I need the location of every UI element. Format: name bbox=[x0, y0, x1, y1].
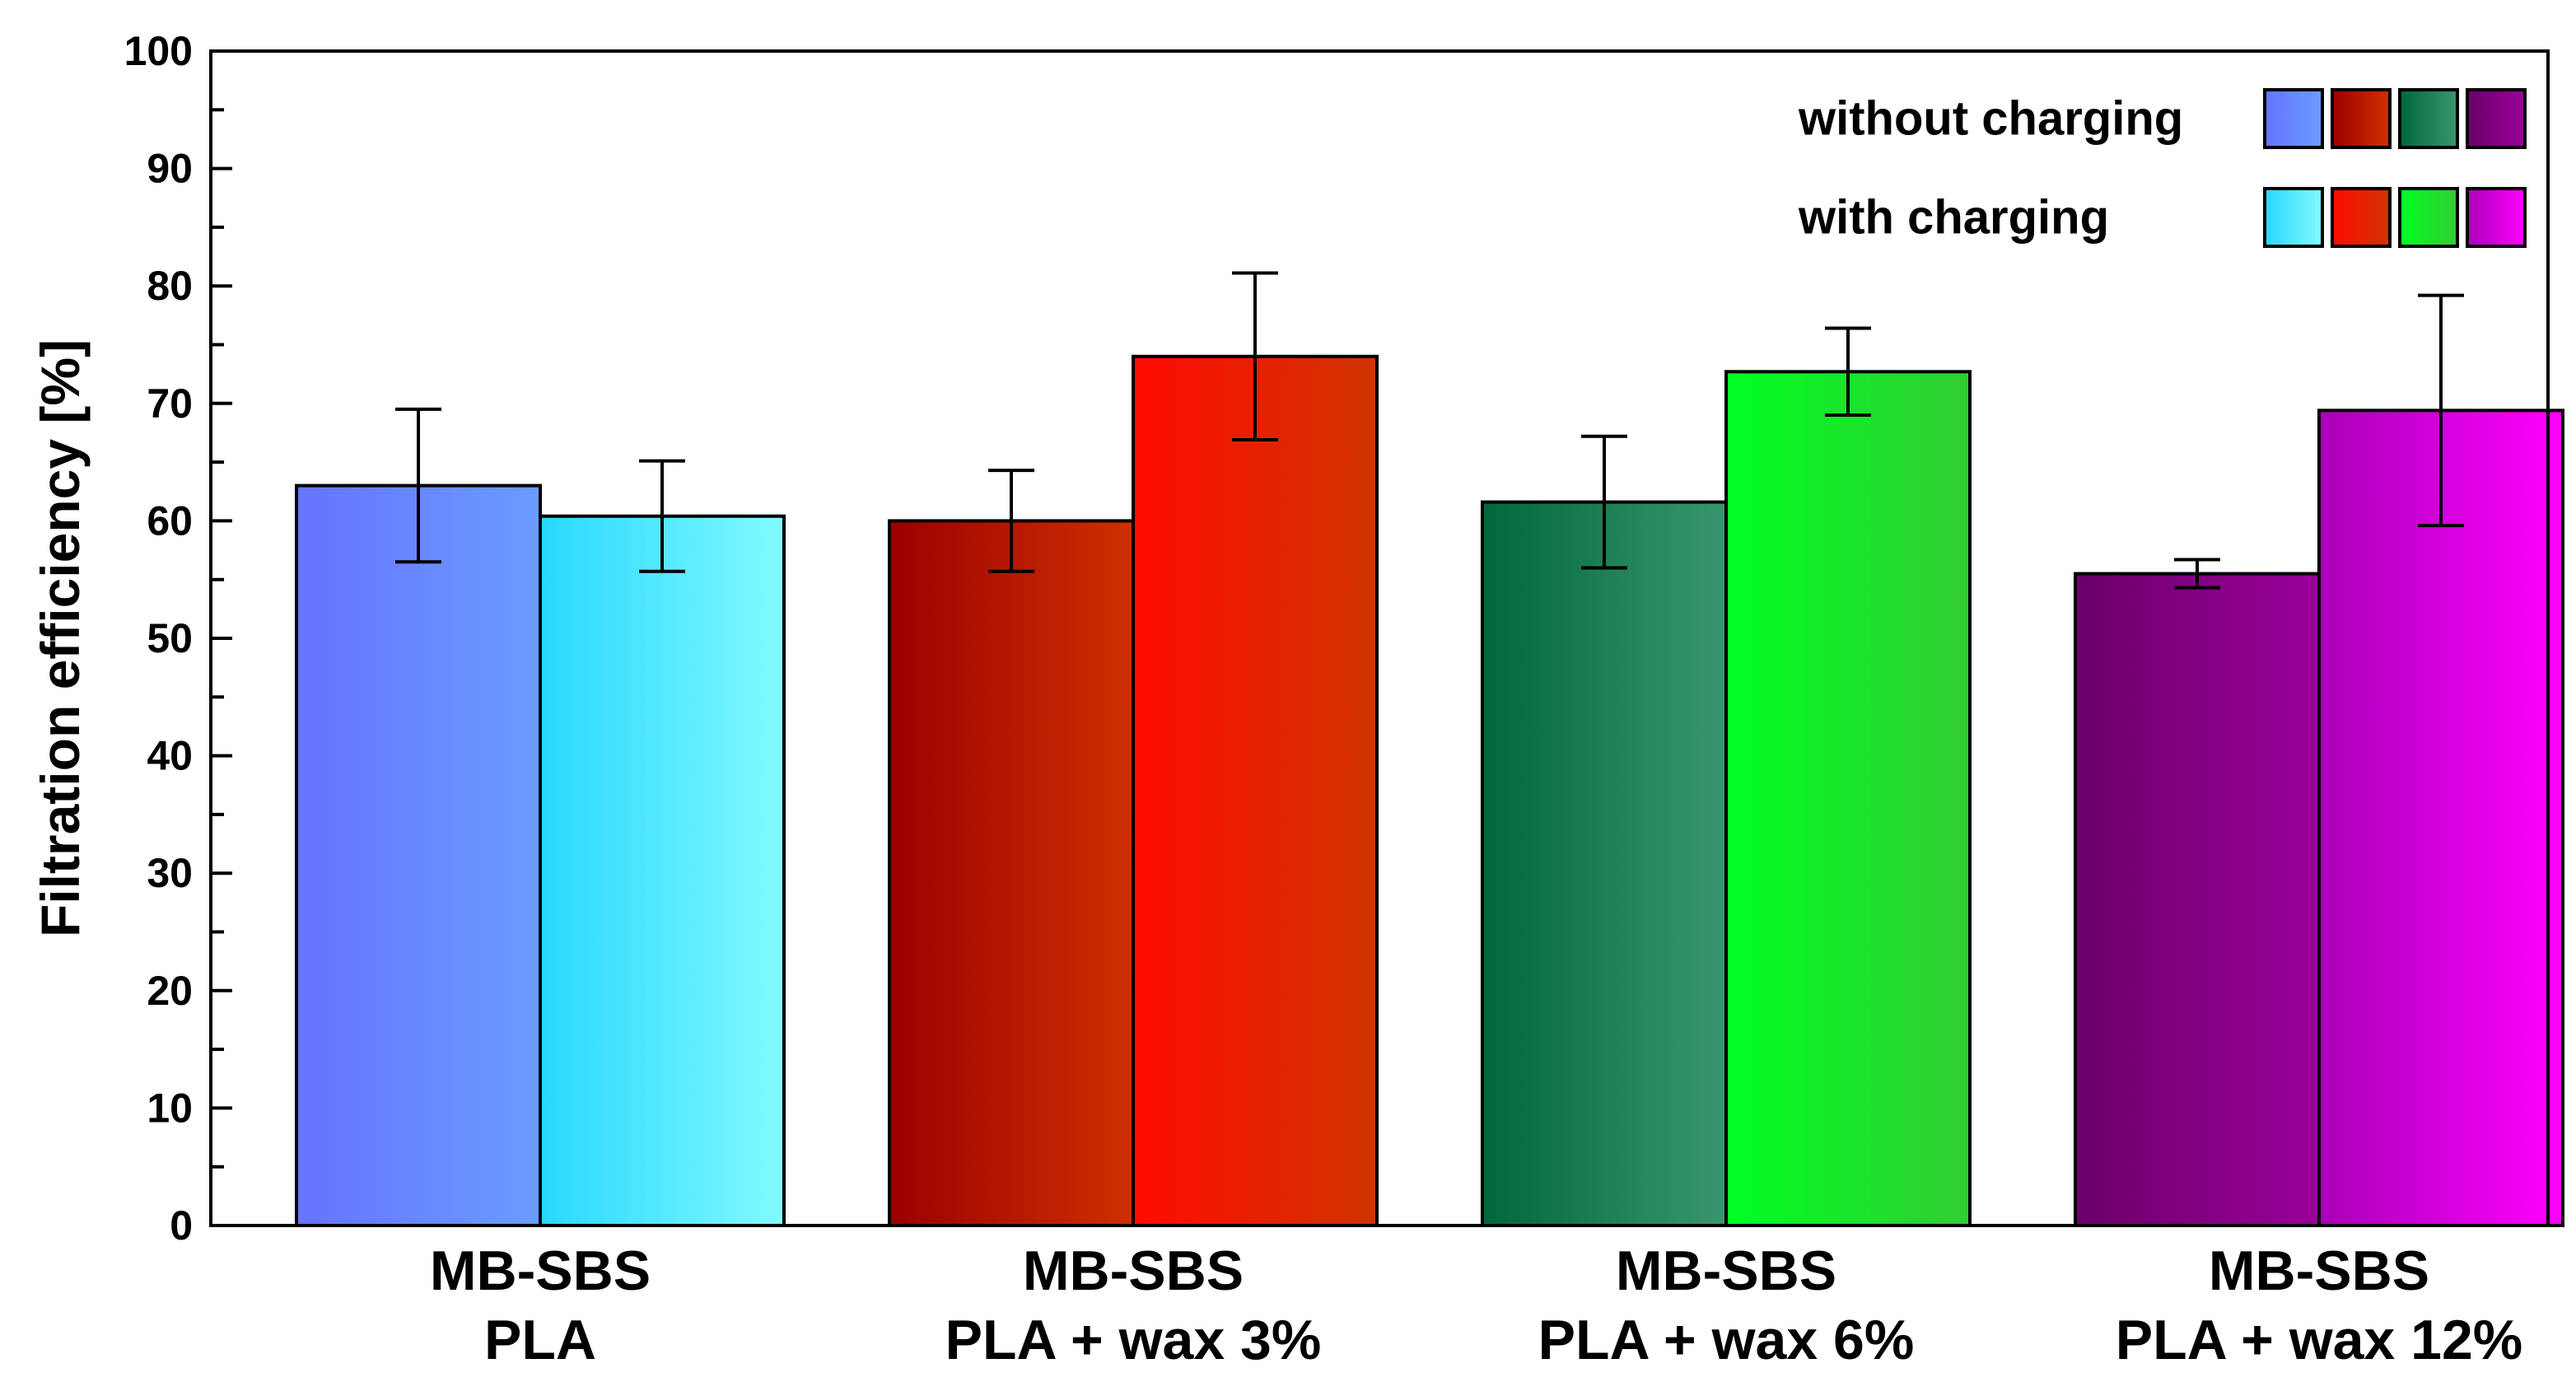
bar-with-charging-1 bbox=[539, 514, 786, 1227]
y-axis-title: Filtration efficiency [%] bbox=[30, 339, 91, 937]
legend-swatch bbox=[2398, 187, 2459, 248]
category-label-line2: PLA + wax 3% bbox=[945, 1309, 1322, 1371]
legend-row-with-charging: with charging bbox=[1798, 187, 2527, 248]
category-label-line1: MB-SBS bbox=[430, 1240, 651, 1302]
legend-label: without charging bbox=[1798, 92, 2183, 146]
y-tick-label: 100 bbox=[124, 28, 193, 74]
y-tick-label: 50 bbox=[147, 615, 193, 661]
bar-without-charging-1 bbox=[295, 483, 542, 1227]
y-tick-label: 80 bbox=[147, 263, 193, 309]
error-bar-without-charging-3 bbox=[1581, 434, 1627, 570]
error-bars-layer bbox=[395, 271, 2464, 590]
y-tick-label: 60 bbox=[147, 497, 193, 544]
legend-label: with charging bbox=[1798, 191, 2109, 245]
category-label-line2: PLA bbox=[484, 1309, 596, 1371]
category-label-line2: PLA + wax 6% bbox=[1538, 1309, 1915, 1371]
error-bar-with-charging-4 bbox=[2418, 293, 2464, 528]
y-tick-label: 0 bbox=[170, 1202, 193, 1249]
bars-layer bbox=[295, 354, 2564, 1228]
error-bar-without-charging-4 bbox=[2174, 558, 2220, 590]
legend-swatch bbox=[2263, 187, 2324, 248]
bar-without-charging-2 bbox=[888, 519, 1135, 1227]
y-tick-label: 90 bbox=[147, 146, 193, 192]
legend-swatch bbox=[2398, 88, 2459, 149]
category-label-line2: PLA + wax 12% bbox=[2116, 1309, 2523, 1371]
error-bar-without-charging-2 bbox=[988, 469, 1034, 573]
legend-swatch bbox=[2331, 187, 2392, 248]
category-label-line1: MB-SBS bbox=[1023, 1240, 1244, 1302]
y-tick-label: 20 bbox=[147, 968, 193, 1014]
bar-with-charging-4 bbox=[2317, 409, 2564, 1227]
legend: without charging with charging bbox=[1798, 88, 2527, 248]
bar-with-charging-2 bbox=[1132, 354, 1379, 1227]
y-tick-label: 10 bbox=[147, 1085, 193, 1131]
legend-swatch bbox=[2466, 88, 2527, 149]
legend-swatch bbox=[2331, 88, 2392, 149]
y-tick-label: 30 bbox=[147, 850, 193, 896]
y-tick-label: 40 bbox=[147, 733, 193, 779]
legend-row-without-charging: without charging bbox=[1798, 88, 2527, 149]
bar-without-charging-4 bbox=[2074, 572, 2321, 1227]
error-bar-with-charging-2 bbox=[1232, 271, 1278, 442]
legend-swatch bbox=[2263, 88, 2324, 149]
error-bar-without-charging-1 bbox=[395, 407, 441, 564]
error-bar-with-charging-1 bbox=[639, 459, 685, 573]
legend-swatch bbox=[2466, 187, 2527, 248]
y-tick-label: 70 bbox=[147, 381, 193, 427]
labels-layer: 0 10 20 30 40 50 60 70 80 90 100 Filtration efficie… bbox=[30, 28, 2522, 1371]
axes-layer bbox=[209, 49, 2550, 1227]
category-label-line1: MB-SBS bbox=[1616, 1240, 1836, 1302]
error-bar-with-charging-3 bbox=[1825, 326, 1871, 418]
bar-without-charging-3 bbox=[1481, 500, 1728, 1227]
category-label-line1: MB-SBS bbox=[2209, 1240, 2429, 1302]
bar-with-charging-3 bbox=[1724, 370, 1972, 1228]
